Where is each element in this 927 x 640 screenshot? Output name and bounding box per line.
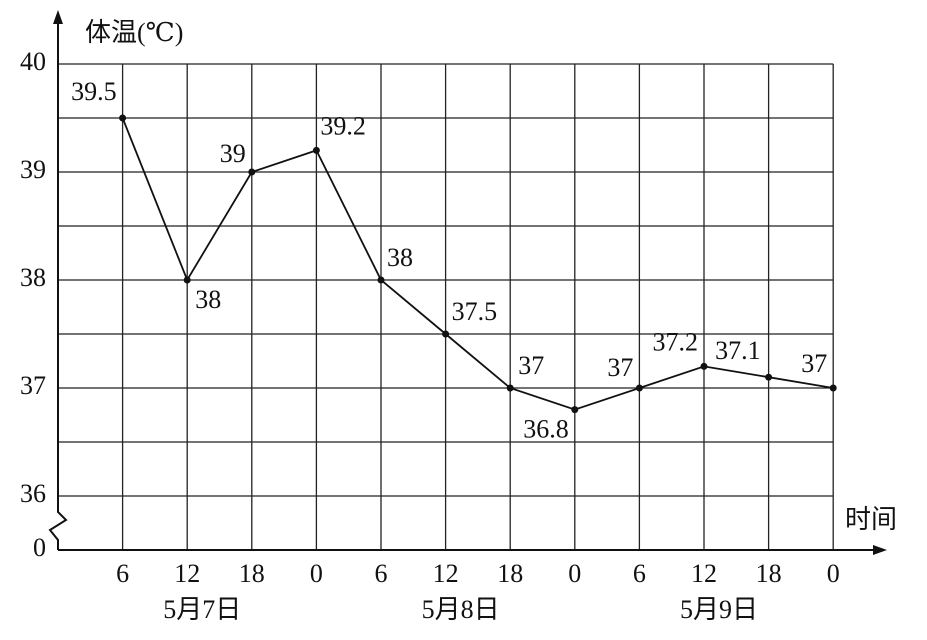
x-axis-title: 时间 <box>845 505 897 534</box>
point <box>700 362 708 370</box>
y-tick-label: 37 <box>20 371 46 400</box>
y-axis-title: 体温(℃) <box>85 18 183 47</box>
x-group-label: 5月7日 <box>163 595 241 624</box>
x-tick-label: 0 <box>827 559 840 588</box>
y-tick-label: 38 <box>20 263 46 292</box>
data-label: 37.5 <box>452 297 498 326</box>
point <box>377 276 385 284</box>
data-label: 37 <box>518 351 544 380</box>
x-tick-label: 12 <box>433 559 459 588</box>
x-tick-label: 18 <box>497 559 523 588</box>
point <box>635 384 643 392</box>
point <box>765 373 773 381</box>
x-tick-label: 6 <box>633 559 646 588</box>
point <box>119 114 127 122</box>
x-tick-label: 0 <box>568 559 581 588</box>
x-group-label: 5月9日 <box>680 595 758 624</box>
point <box>312 146 320 154</box>
data-label: 39.2 <box>320 111 366 140</box>
x-tick-label: 6 <box>375 559 388 588</box>
data-label: 36.8 <box>523 415 569 444</box>
line <box>121 117 834 411</box>
point <box>506 384 514 392</box>
y-tick-label: 39 <box>20 155 46 184</box>
data-label: 37 <box>801 349 827 378</box>
x-arrow <box>873 545 887 555</box>
x-tick-label: 6 <box>116 559 129 588</box>
x-tick-label: 18 <box>239 559 265 588</box>
point <box>442 330 450 338</box>
point <box>829 384 837 392</box>
y-tick-label: 36 <box>20 479 46 508</box>
y-tick-label: 40 <box>20 47 46 76</box>
x-tick-label: 12 <box>174 559 200 588</box>
data-label: 39 <box>220 139 246 168</box>
x-tick-label: 0 <box>310 559 323 588</box>
data-label: 37.1 <box>715 336 761 365</box>
point <box>183 276 191 284</box>
data-label: 37.2 <box>653 327 699 356</box>
y-tick-label: 0 <box>33 533 46 562</box>
y-axis <box>48 20 68 550</box>
x-tick-label: 18 <box>756 559 782 588</box>
point <box>571 406 579 414</box>
x-tick-label: 12 <box>691 559 717 588</box>
data-label: 38 <box>195 285 221 314</box>
x-group-label: 5月8日 <box>422 595 500 624</box>
y-arrow <box>53 10 63 24</box>
data-label: 38 <box>387 243 413 272</box>
point <box>248 168 256 176</box>
data-label: 39.5 <box>71 77 117 106</box>
data-label: 37 <box>607 353 633 382</box>
